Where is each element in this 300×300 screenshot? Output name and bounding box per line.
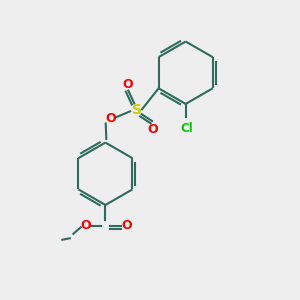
Text: Cl: Cl (181, 122, 194, 135)
Text: O: O (81, 219, 92, 232)
Text: O: O (122, 78, 133, 91)
Text: S: S (132, 103, 142, 117)
Text: O: O (148, 123, 158, 136)
Text: O: O (122, 219, 132, 232)
Text: O: O (105, 112, 116, 125)
